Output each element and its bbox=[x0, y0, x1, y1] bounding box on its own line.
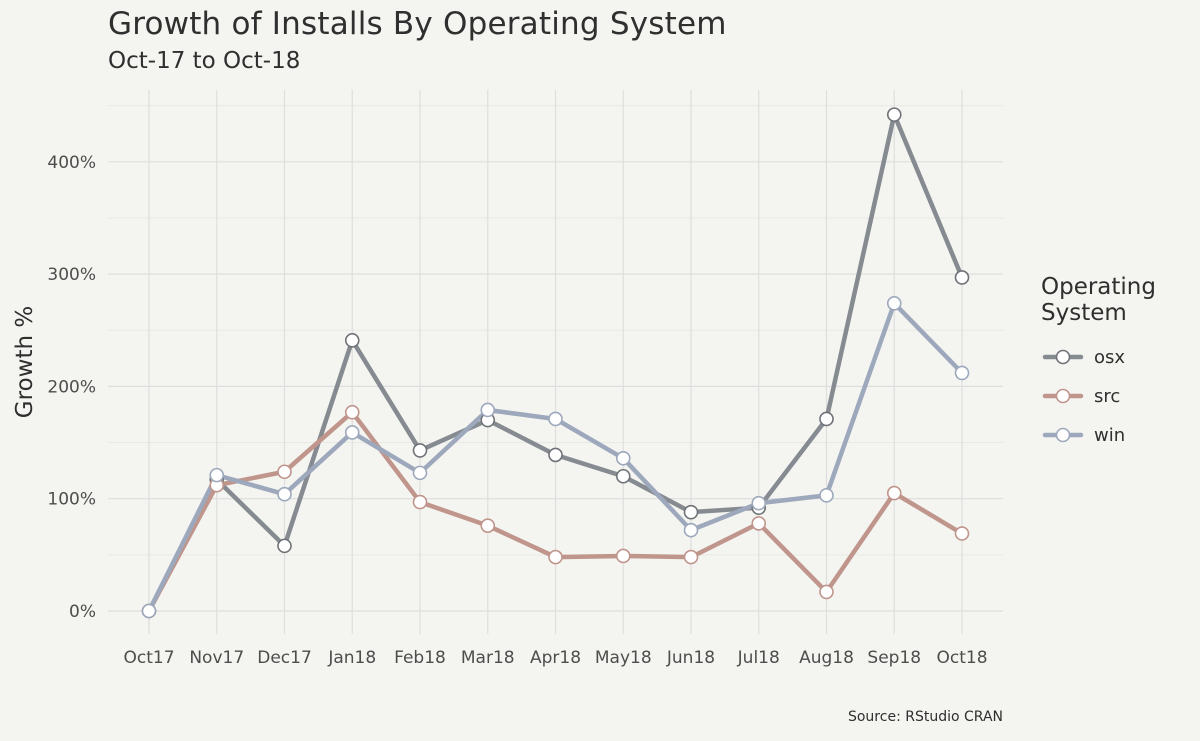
data-point-osx bbox=[683, 504, 699, 520]
data-point-win bbox=[277, 486, 292, 502]
data-point-win bbox=[548, 411, 563, 427]
x-tick-label: Dec17 bbox=[257, 648, 312, 668]
grid bbox=[108, 90, 1003, 634]
x-tick-label: Apr18 bbox=[530, 648, 581, 668]
x-tick-label: Nov17 bbox=[189, 648, 244, 668]
chart-caption: Source: RStudio CRAN bbox=[847, 709, 1003, 725]
data-point-win bbox=[141, 603, 157, 619]
data-point-win bbox=[412, 465, 428, 481]
data-point-osx bbox=[954, 270, 970, 285]
data-point-win bbox=[751, 495, 767, 511]
x-tick-label: May18 bbox=[595, 648, 652, 668]
data-point-osx bbox=[412, 443, 428, 458]
legend-title: System bbox=[1041, 300, 1127, 326]
data-point-win bbox=[819, 488, 834, 503]
data-point-osx bbox=[886, 107, 902, 122]
x-tick-label: Mar18 bbox=[461, 648, 515, 668]
legend-key-point-osx bbox=[1055, 349, 1071, 365]
data-point-win bbox=[209, 467, 225, 483]
data-point-src bbox=[819, 584, 834, 600]
chart-subtitle: Oct-17 to Oct-18 bbox=[108, 48, 301, 74]
data-point-win bbox=[886, 295, 902, 311]
x-tick-label: Jun18 bbox=[666, 648, 715, 668]
data-point-osx bbox=[819, 411, 834, 427]
data-point-src bbox=[886, 485, 902, 501]
data-point-src bbox=[412, 494, 428, 510]
y-axis-title: Growth % bbox=[12, 306, 38, 418]
x-tick-label: Sep18 bbox=[867, 648, 921, 668]
data-point-win bbox=[954, 365, 970, 381]
legend-label-osx: osx bbox=[1094, 347, 1125, 368]
legend-label-win: win bbox=[1094, 425, 1125, 446]
x-tick-label: Jan18 bbox=[327, 648, 376, 668]
y-tick-label: 200% bbox=[47, 377, 96, 397]
data-point-osx bbox=[277, 538, 292, 554]
x-tick-label: Oct18 bbox=[936, 648, 987, 668]
data-point-src bbox=[683, 549, 699, 565]
data-point-osx bbox=[548, 447, 563, 463]
data-point-src bbox=[548, 549, 563, 565]
data-point-osx bbox=[615, 468, 631, 484]
data-point-src bbox=[751, 516, 767, 531]
data-point-src bbox=[615, 548, 631, 564]
data-point-src bbox=[480, 518, 496, 533]
y-tick-label: 0% bbox=[69, 602, 96, 622]
y-tick-label: 100% bbox=[47, 490, 96, 510]
legend-key-point-win bbox=[1055, 427, 1071, 443]
x-tick-label: Aug18 bbox=[799, 648, 854, 668]
data-point-win bbox=[344, 425, 360, 440]
data-point-win bbox=[480, 402, 496, 418]
y-tick-label: 400% bbox=[47, 153, 96, 173]
x-tick-label: Feb18 bbox=[394, 648, 446, 668]
legend-key-point-src bbox=[1055, 388, 1071, 404]
data-point-src bbox=[277, 464, 292, 480]
data-point-win bbox=[683, 522, 699, 538]
data-point-win bbox=[615, 450, 631, 466]
data-point-osx bbox=[344, 333, 360, 348]
chart-title: Growth of Installs By Operating System bbox=[108, 6, 727, 42]
legend-title: Operating bbox=[1041, 274, 1156, 300]
data-point-src bbox=[954, 526, 970, 541]
legend-label-src: src bbox=[1094, 386, 1120, 407]
x-tick-label: Jul18 bbox=[737, 648, 780, 668]
y-tick-label: 300% bbox=[47, 265, 96, 285]
x-tick-label: Oct17 bbox=[123, 648, 174, 668]
data-point-src bbox=[344, 404, 360, 420]
